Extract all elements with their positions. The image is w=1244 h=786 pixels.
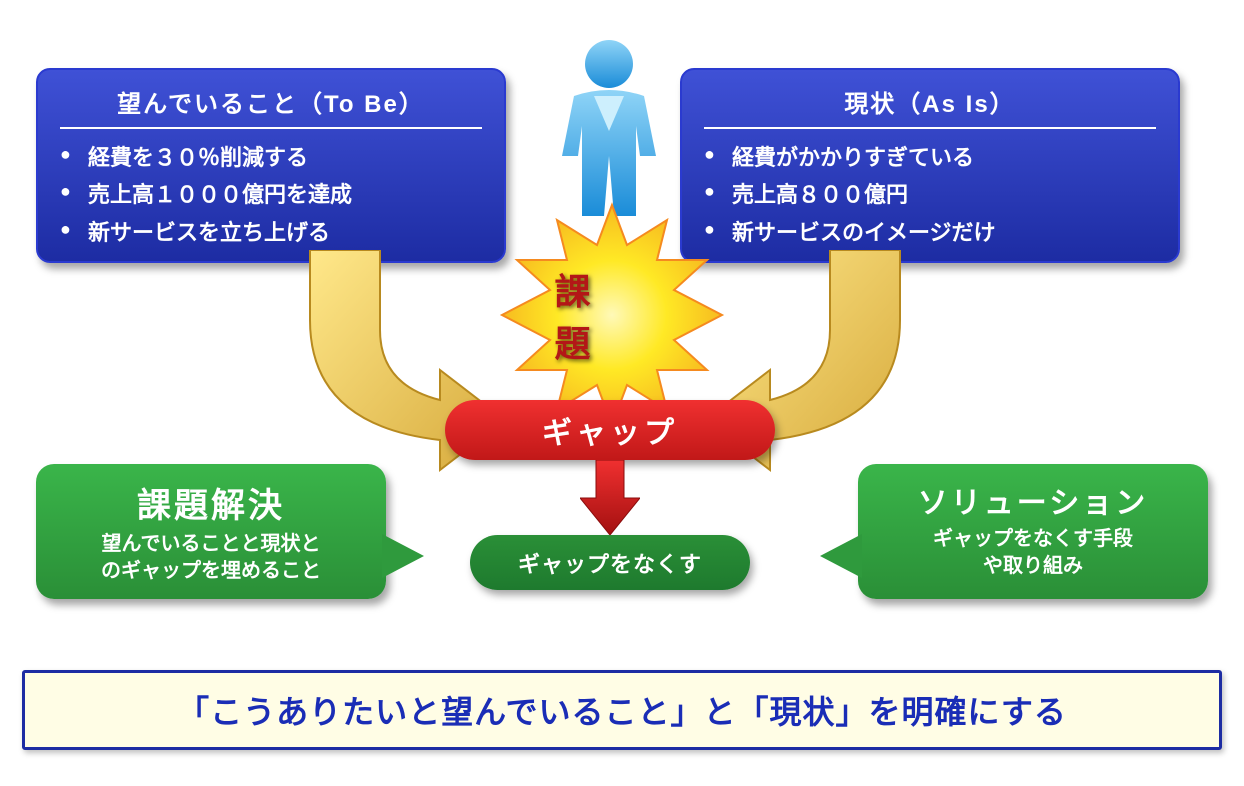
callout-left-title: 課題解決 [54,478,368,527]
asis-item: 経費がかかりすぎている [704,139,1156,176]
bottom-banner: 「こうありたいと望んでいること」と「現状」を明確にする [22,670,1222,750]
starburst-label: 課 題 [555,263,670,367]
asis-box: 現状（As Is） 経費がかかりすぎている 売上高８００億円 新サービスのイメー… [680,68,1180,263]
gap-pill: ギャップ [445,400,775,460]
person-icon [544,36,674,221]
callout-left-sub: 望んでいることと現状と のギャップを埋めること [54,531,368,585]
tobe-list: 経費を３０％削減する 売上高１０００億円を達成 新サービスを立ち上げる [60,139,482,251]
callout-left: 課題解決 望んでいることと現状と のギャップを埋めること [36,464,386,599]
bottom-banner-text: 「こうありたいと望んでいること」と「現状」を明確にする [177,687,1067,733]
callout-right-sub: ギャップをなくす手段 や取り組み [876,526,1190,580]
tobe-box: 望んでいること（To Be） 経費を３０％削減する 売上高１０００億円を達成 新… [36,68,506,263]
tobe-item: 売上高１０００億円を達成 [60,176,482,213]
asis-title: 現状（As Is） [704,84,1156,129]
tobe-item: 新サービスを立ち上げる [60,214,482,251]
tobe-item: 経費を３０％削減する [60,139,482,176]
down-arrow-icon [580,460,640,535]
callout-tail-icon [820,534,862,578]
callout-tail-icon [382,534,424,578]
asis-item: 新サービスのイメージだけ [704,214,1156,251]
starburst-badge: 課 題 [497,200,727,430]
fix-pill-label: ギャップをなくす [518,547,702,579]
asis-list: 経費がかかりすぎている 売上高８００億円 新サービスのイメージだけ [704,139,1156,251]
tobe-title: 望んでいること（To Be） [60,84,482,129]
asis-item: 売上高８００億円 [704,176,1156,213]
fix-pill: ギャップをなくす [470,535,750,590]
callout-right: ソリューション ギャップをなくす手段 や取り組み [858,464,1208,599]
gap-pill-label: ギャップ [542,408,678,452]
callout-right-title: ソリューション [876,478,1190,522]
